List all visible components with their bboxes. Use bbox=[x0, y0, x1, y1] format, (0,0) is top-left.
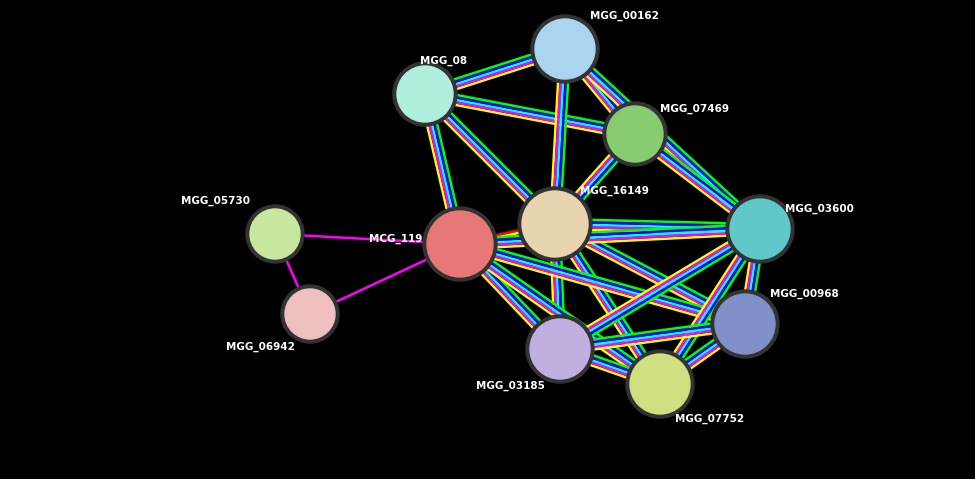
Text: MGG_00162: MGG_00162 bbox=[590, 11, 659, 21]
Circle shape bbox=[281, 285, 339, 343]
Text: MGG_07752: MGG_07752 bbox=[675, 414, 744, 424]
Text: MGG_03185: MGG_03185 bbox=[476, 381, 545, 391]
Circle shape bbox=[531, 15, 599, 83]
Circle shape bbox=[393, 62, 457, 126]
Circle shape bbox=[626, 350, 694, 418]
Circle shape bbox=[423, 207, 497, 281]
Circle shape bbox=[526, 315, 594, 383]
Circle shape bbox=[427, 211, 493, 277]
Circle shape bbox=[285, 289, 335, 339]
Circle shape bbox=[630, 354, 690, 414]
Text: MGG_08: MGG_08 bbox=[420, 56, 467, 66]
Circle shape bbox=[715, 294, 775, 354]
Circle shape bbox=[607, 106, 663, 162]
Text: MGG_03600: MGG_03600 bbox=[785, 204, 854, 214]
Circle shape bbox=[730, 199, 790, 259]
Circle shape bbox=[535, 19, 595, 79]
Circle shape bbox=[518, 187, 592, 261]
Circle shape bbox=[726, 195, 794, 263]
Circle shape bbox=[397, 66, 453, 122]
Text: MCG_119: MCG_119 bbox=[369, 234, 422, 244]
Text: MGG_16149: MGG_16149 bbox=[580, 186, 649, 196]
Text: MGG_05730: MGG_05730 bbox=[181, 196, 250, 206]
Text: MGG_06942: MGG_06942 bbox=[226, 342, 295, 352]
Circle shape bbox=[603, 102, 667, 166]
Circle shape bbox=[711, 290, 779, 358]
Circle shape bbox=[522, 191, 588, 257]
Circle shape bbox=[246, 205, 304, 263]
Text: MGG_07469: MGG_07469 bbox=[660, 104, 729, 114]
Text: MGG_00968: MGG_00968 bbox=[770, 289, 838, 299]
Circle shape bbox=[250, 209, 300, 259]
Circle shape bbox=[530, 319, 590, 379]
